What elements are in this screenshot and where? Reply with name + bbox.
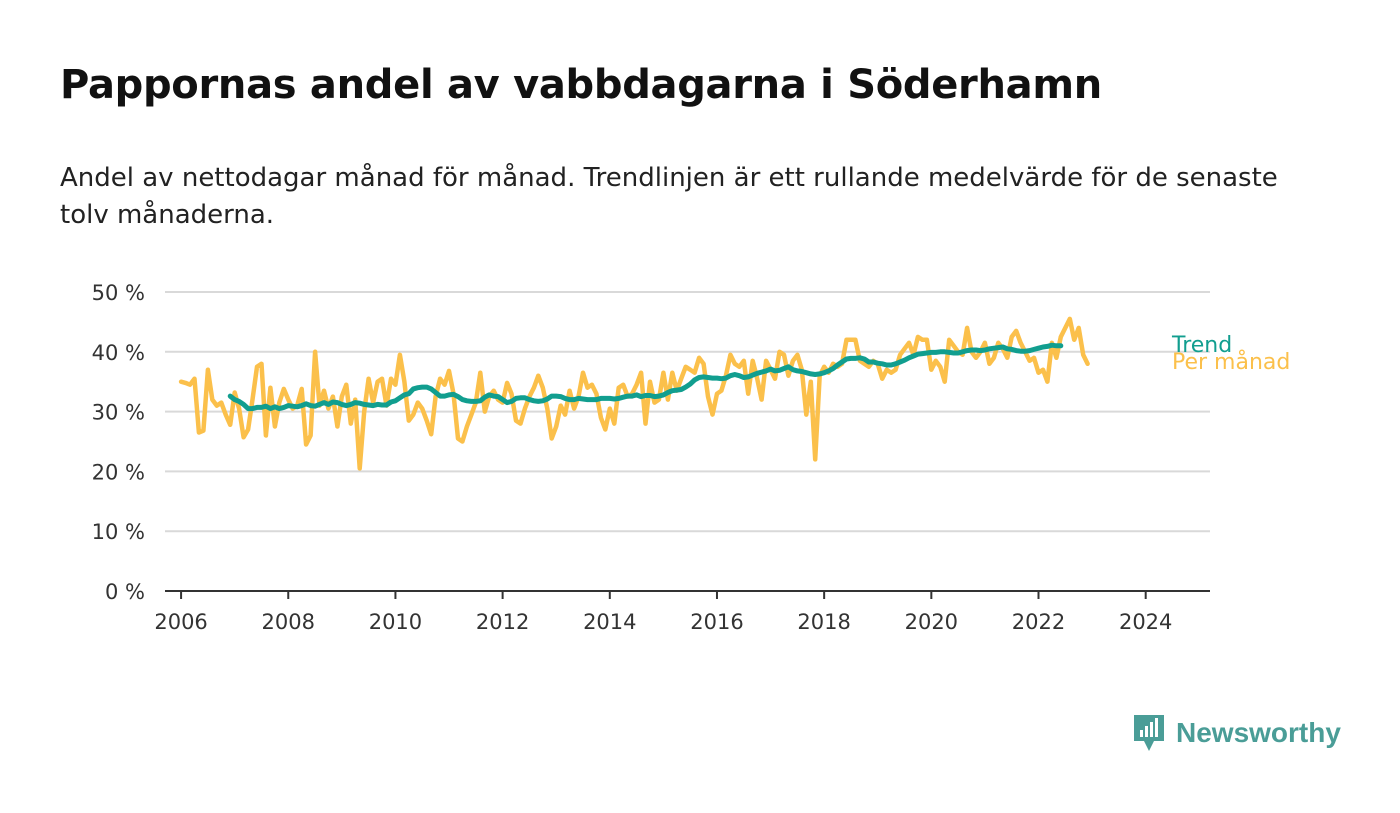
series-line-per-manad bbox=[178, 316, 1090, 471]
x-tick-label: 2008 bbox=[262, 610, 315, 634]
series-label-per-manad: Per månad bbox=[1172, 349, 1290, 375]
y-axis-ticks: 0 % 10 % 20 % 30 % 40 % 50 % bbox=[92, 281, 145, 604]
x-tick-label: 2022 bbox=[1012, 610, 1065, 634]
x-tick-label: 2010 bbox=[369, 610, 422, 634]
chart-subtitle: Andel av nettodagar månad för månad. Tre… bbox=[60, 163, 1278, 230]
x-tick-label: 2020 bbox=[905, 610, 958, 634]
y-tick-label: 30 % bbox=[92, 401, 145, 425]
series-lines bbox=[178, 316, 1090, 471]
x-tick-label: 2006 bbox=[154, 610, 207, 634]
chart-title: Pappornas andel av vabbdagarna i Söderha… bbox=[60, 62, 1102, 108]
x-tick-label: 2024 bbox=[1119, 610, 1172, 634]
x-axis-ticks: 2006 2008 2010 2012 2014 2016 2018 2020 2022 2024 bbox=[154, 591, 1172, 634]
x-tick-label: 2012 bbox=[476, 610, 529, 634]
y-tick-label: 40 % bbox=[92, 341, 145, 365]
series-label-trend: Trend bbox=[1171, 333, 1232, 358]
brand-name: Newsworthy bbox=[1176, 717, 1341, 748]
y-tick-label: 50 % bbox=[92, 281, 145, 305]
y-tick-label: 10 % bbox=[92, 520, 145, 544]
x-tick-label: 2014 bbox=[583, 610, 636, 634]
y-tick-label: 20 % bbox=[92, 460, 145, 484]
newsworthy-logo-icon bbox=[1134, 715, 1164, 751]
y-tick-label: 0 % bbox=[105, 580, 145, 604]
newsworthy-logo: Newsworthy bbox=[1132, 712, 1341, 754]
x-tick-label: 2016 bbox=[690, 610, 743, 634]
gridlines bbox=[165, 291, 1210, 592]
x-tick-label: 2018 bbox=[797, 610, 850, 634]
series-line-trend bbox=[227, 342, 1064, 412]
